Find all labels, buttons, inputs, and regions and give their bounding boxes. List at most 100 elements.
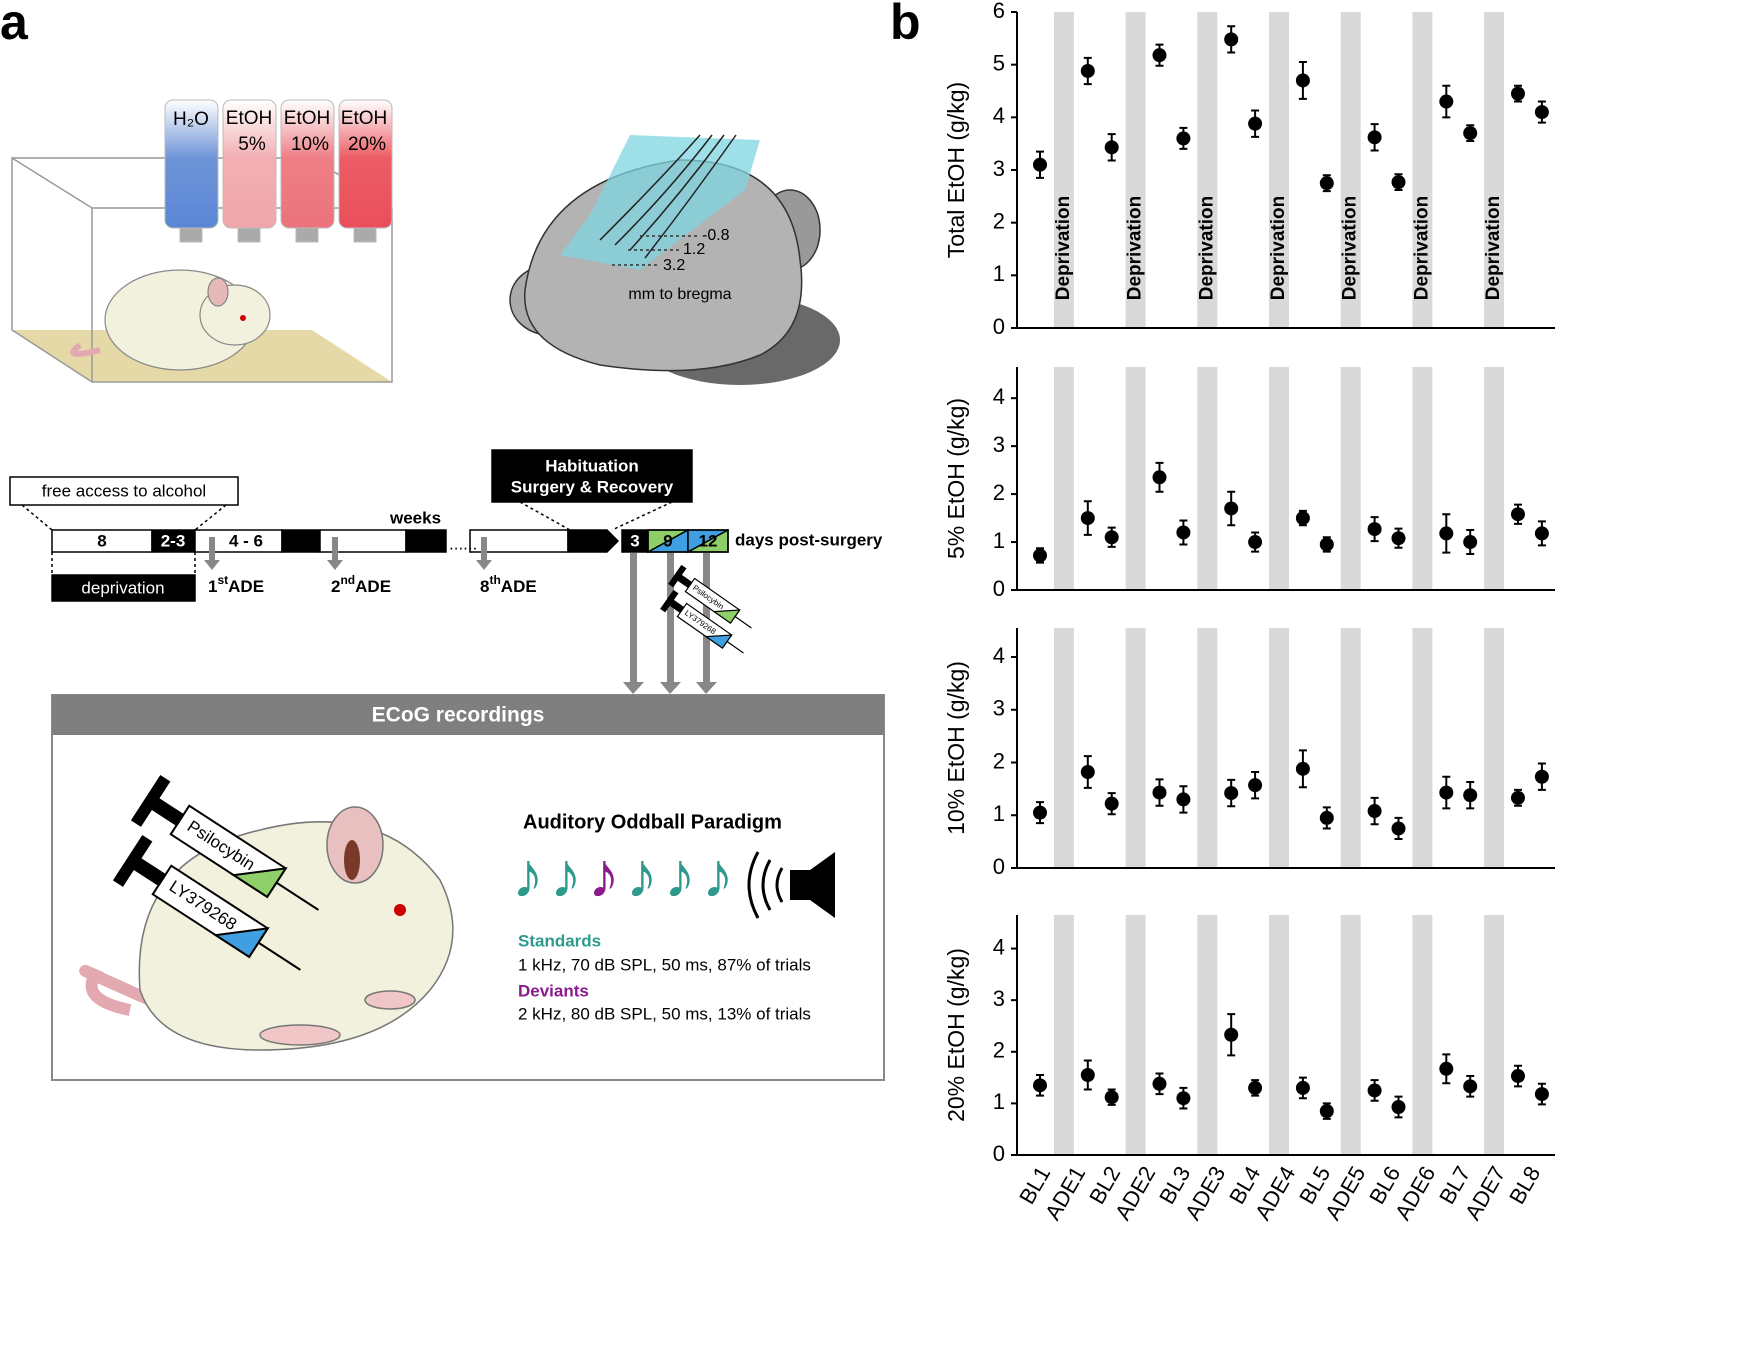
bottle-label: 5% [238,134,266,155]
mean-point [1439,1061,1454,1076]
band-label: Deprivation [1196,196,1217,301]
ade-number: 1 [208,577,217,596]
mean-point [1391,821,1406,836]
band-label: Deprivation [1483,196,1504,301]
day-label: 3 [630,531,639,550]
x-tick-label: BL8 [1504,1162,1545,1208]
segment-label: 4 - 6 [229,531,263,550]
y-tick-label: 0 [993,854,1005,879]
bottle-label: 20% [348,134,386,155]
mean-point [1463,1079,1478,1094]
deviants-detail: 2 kHz, 80 dB SPL, 50 ms, 13% of trials [518,1004,811,1023]
mean-point [1367,1083,1382,1098]
ellipsis: ...... [449,534,477,553]
deprivation-band [1197,915,1218,1155]
y-axis-label: Total EtOH (g/kg) [943,82,969,258]
y-tick-label: 6 [993,0,1005,23]
mean-point [1391,531,1406,546]
mean-point [1367,522,1382,537]
deprivation-band [1197,367,1218,590]
deprivation-label: deprivation [81,578,164,597]
mean-point [1295,511,1310,526]
mean-point [1033,157,1047,172]
mean-point [1080,1068,1095,1082]
deprivation-band [1269,915,1289,1155]
y-axis-label: 5% EtOH (g/kg) [943,398,969,559]
deviants-label: Deviants [518,981,589,1000]
tone: ♪ [512,839,544,911]
y-tick-label: 0 [993,314,1005,339]
mean-point [1295,1080,1310,1095]
mean-point [1511,507,1525,522]
mean-point [1176,792,1191,807]
y-axis-label: 10% EtOH (g/kg) [943,661,969,835]
y-tick-label: 2 [993,1038,1005,1063]
y-tick-label: 1 [993,801,1005,826]
mean-point [1224,32,1239,47]
mean-point [1391,175,1406,190]
deprivation-band [1053,12,1074,328]
bottle-label: H₂O [173,109,209,130]
mean-point [1511,86,1525,101]
y-tick-label: 2 [993,480,1005,505]
tones: ♪ ♪ ♪ ♪ ♪ ♪ [512,839,734,911]
deprivation-band [1340,367,1361,590]
mean-point [1104,796,1119,811]
mean-point [1439,94,1454,109]
mean-point [1248,116,1263,131]
y-axis-label: 20% EtOH (g/kg) [943,948,969,1122]
y-tick-label: 4 [993,643,1005,668]
mean-point [1367,130,1382,145]
mean-point [1080,63,1095,78]
deprivation-band [1125,915,1146,1155]
ade-number: 8 [480,577,489,596]
deprivation-band [1269,12,1289,328]
habituation-label: Habituation [545,456,639,475]
y-tick-label: 1 [993,261,1005,286]
deprivation-band [1053,628,1074,868]
deprivation-band [1412,628,1433,868]
segment-label: 8 [97,531,106,550]
mean-point [1511,790,1525,805]
band-label: Deprivation [1125,196,1146,301]
mean-point [1152,48,1167,63]
deprivation-band [1412,367,1433,590]
ade-suffix: th [489,573,500,587]
deprivation-band [1125,367,1146,590]
ade-suffix: nd [340,573,355,587]
mean-point [1463,126,1478,141]
mean-point [1104,530,1119,545]
band-label: Deprivation [1268,196,1289,301]
y-tick-label: 1 [993,528,1005,553]
deprivation-band [1484,12,1505,328]
deprivation-band [1412,12,1433,328]
mean-point [1152,785,1167,800]
brain-labels: -0.8 1.2 3.2 mm to bregma [628,227,731,303]
mean-point [1224,501,1239,516]
deprivation-band [1197,12,1218,328]
y-tick-label: 3 [993,432,1005,457]
timeline-labels: free access to alcohol 8 2-3 4 - 6 weeks… [42,456,883,597]
mean-point [1152,470,1167,485]
depth-label: 3.2 [663,257,685,274]
deprivation-band [1197,628,1218,868]
band-label: Deprivation [1411,196,1432,301]
brain-caption: mm to bregma [628,286,731,303]
y-tick-label: 3 [993,696,1005,721]
speaker [747,851,835,919]
ade-number: 2 [331,577,340,596]
band-label: Deprivation [1340,196,1361,301]
habituation-label: Surgery & Recovery [511,477,674,496]
mean-point [1080,511,1095,526]
ade-label: 8thADE [480,573,537,596]
mean-point [1295,73,1310,88]
deprivation-band [1125,628,1146,868]
ade-text: ADE [355,577,391,596]
timeline-arrows [204,537,717,694]
bottle-label: EtOH [341,108,387,129]
mean-point [1511,1069,1525,1084]
y-tick-label: 4 [993,103,1005,128]
mean-point [1534,526,1549,541]
y-tick-label: 1 [993,1089,1005,1114]
panel-label: b [890,0,921,50]
